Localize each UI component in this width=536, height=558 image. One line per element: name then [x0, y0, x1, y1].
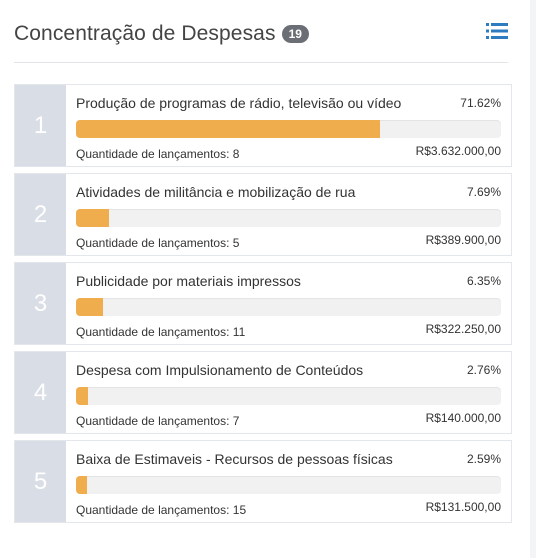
list-icon-glyph — [486, 23, 508, 39]
expense-item[interactable]: 2 Atividades de militância e mobilização… — [14, 173, 512, 256]
progress-bar — [76, 476, 501, 494]
expense-percent: 71.62% — [460, 96, 501, 110]
rank-number: 3 — [15, 263, 66, 344]
progress-fill — [76, 120, 381, 138]
entry-count: Quantidade de lançamentos: 7 — [76, 414, 239, 428]
expense-value: R$131.500,00 — [425, 500, 501, 514]
progress-fill — [76, 209, 109, 227]
list-icon[interactable] — [486, 23, 508, 39]
header-divider — [14, 62, 508, 63]
expense-label: Atividades de militância e mobilização d… — [76, 184, 356, 200]
entry-count: Quantidade de lançamentos: 15 — [76, 503, 246, 517]
expense-content: Produção de programas de rádio, televisã… — [76, 85, 501, 166]
rank-number: 4 — [15, 352, 66, 433]
expense-content: Atividades de militância e mobilização d… — [76, 174, 501, 255]
rank-number: 1 — [15, 85, 66, 166]
expense-value: R$140.000,00 — [425, 411, 501, 425]
entry-count-value: 8 — [232, 147, 240, 161]
progress-fill — [76, 476, 87, 494]
entry-count-prefix: Quantidade de lançamentos: — [76, 236, 233, 250]
expense-item[interactable]: 1 Produção de programas de rádio, televi… — [14, 84, 512, 167]
expense-value: R$322.250,00 — [425, 322, 501, 336]
expense-item[interactable]: 3 Publicidade por materiais impressos 6.… — [14, 262, 512, 345]
expense-percent: 6.35% — [466, 274, 501, 288]
expense-item[interactable]: 4 Despesa com Impulsionamento de Conteúd… — [14, 351, 512, 434]
entry-count: Quantidade de lançamentos: 5 — [76, 236, 239, 250]
expense-label: Baixa de Estimaveis - Recursos de pessoa… — [76, 451, 393, 467]
progress-fill — [76, 298, 103, 316]
count-badge: 19 — [281, 25, 309, 43]
expense-value: R$389.900,00 — [425, 233, 501, 247]
expense-percent: 2.76% — [466, 363, 501, 377]
expense-label: Produção de programas de rádio, televisã… — [76, 95, 402, 111]
entry-count: Quantidade de lançamentos: 11 — [76, 325, 245, 339]
entry-count-value: 5 — [232, 236, 240, 250]
progress-bar — [76, 120, 501, 138]
expense-content: Despesa com Impulsionamento de Conteúdos… — [76, 352, 501, 433]
expense-item[interactable]: 5 Baixa de Estimaveis - Recursos de pess… — [14, 440, 512, 523]
panel-title: Concentração de Despesas — [14, 22, 276, 45]
entry-count-value: 15 — [232, 503, 247, 517]
progress-bar — [76, 387, 501, 405]
expense-value: R$3.632.000,00 — [415, 144, 501, 158]
expense-percent: 7.69% — [466, 185, 501, 199]
rank-number: 2 — [15, 174, 66, 255]
panel-header: Concentração de Despesas 19 — [14, 18, 508, 50]
expense-label: Publicidade por materiais impressos — [76, 273, 301, 289]
entry-count-prefix: Quantidade de lançamentos: — [76, 325, 233, 339]
entry-count-prefix: Quantidade de lançamentos: — [76, 503, 233, 517]
entry-count-value: 11 — [232, 325, 246, 339]
expense-percent: 2.59% — [466, 452, 501, 466]
expense-list: 1 Produção de programas de rádio, televi… — [14, 84, 512, 529]
progress-bar — [76, 209, 501, 227]
entry-count-value: 7 — [232, 414, 240, 428]
progress-bar — [76, 298, 501, 316]
entry-count-prefix: Quantidade de lançamentos: — [76, 414, 233, 428]
entry-count: Quantidade de lançamentos: 8 — [76, 147, 239, 161]
rank-number: 5 — [15, 441, 66, 522]
expense-content: Baixa de Estimaveis - Recursos de pessoa… — [76, 441, 501, 522]
entry-count-prefix: Quantidade de lançamentos: — [76, 147, 233, 161]
expense-label: Despesa com Impulsionamento de Conteúdos — [76, 362, 364, 378]
progress-fill — [76, 387, 88, 405]
expense-content: Publicidade por materiais impressos 6.35… — [76, 263, 501, 344]
